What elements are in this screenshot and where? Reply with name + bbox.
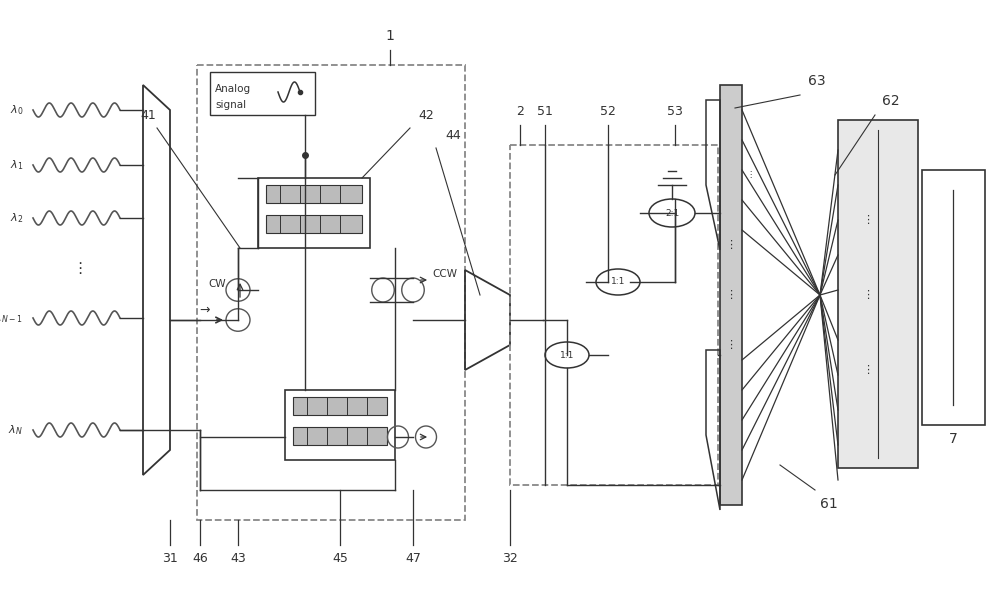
- Text: ⋮: ⋮: [725, 290, 737, 300]
- Text: 61: 61: [820, 497, 838, 511]
- Text: 51: 51: [537, 105, 553, 118]
- Text: ⋮: ⋮: [862, 290, 874, 300]
- Text: 1:1: 1:1: [560, 350, 574, 359]
- Text: ⋮: ⋮: [725, 240, 737, 250]
- Text: 52: 52: [600, 105, 616, 118]
- Bar: [838, 120, 918, 468]
- Text: ⋮: ⋮: [862, 365, 874, 375]
- Text: 47: 47: [405, 552, 421, 565]
- Text: $\lambda_N$: $\lambda_N$: [8, 423, 23, 437]
- Bar: [720, 85, 742, 505]
- Text: ⋮: ⋮: [725, 340, 737, 350]
- Bar: [922, 170, 985, 425]
- Text: ⋮: ⋮: [862, 215, 874, 225]
- Text: 7: 7: [949, 432, 957, 446]
- Text: 42: 42: [418, 109, 434, 122]
- Text: 45: 45: [332, 552, 348, 565]
- Text: CCW: CCW: [432, 269, 457, 279]
- Text: 63: 63: [808, 74, 826, 88]
- Bar: [510, 145, 718, 485]
- Ellipse shape: [596, 269, 640, 295]
- Bar: [210, 72, 315, 115]
- Text: $\lambda_2$: $\lambda_2$: [10, 211, 23, 225]
- Text: 53: 53: [667, 105, 683, 118]
- Text: →: →: [200, 303, 210, 316]
- Text: 32: 32: [502, 552, 518, 565]
- Text: $\lambda_0$: $\lambda_0$: [10, 103, 23, 117]
- Text: 46: 46: [192, 552, 208, 565]
- Text: 41: 41: [140, 109, 156, 122]
- Text: 2: 2: [516, 105, 524, 118]
- Text: 44: 44: [445, 129, 461, 142]
- Text: 1: 1: [386, 29, 394, 43]
- Text: signal: signal: [215, 100, 246, 110]
- Text: 43: 43: [230, 552, 246, 565]
- Text: 31: 31: [162, 552, 178, 565]
- Bar: [285, 390, 395, 460]
- Text: 1:1: 1:1: [611, 277, 625, 287]
- Text: CW: CW: [208, 279, 226, 289]
- Text: ⋮: ⋮: [72, 261, 88, 276]
- Text: 2:1: 2:1: [665, 208, 679, 218]
- Bar: [266, 185, 362, 203]
- Bar: [293, 427, 387, 445]
- Text: Analog: Analog: [215, 84, 251, 94]
- Bar: [197, 65, 465, 520]
- Bar: [293, 397, 387, 415]
- Text: $\lambda_{N-1}$: $\lambda_{N-1}$: [0, 311, 23, 325]
- Text: ⋮: ⋮: [746, 170, 754, 179]
- Ellipse shape: [649, 199, 695, 227]
- Bar: [266, 215, 362, 233]
- Text: $\lambda_1$: $\lambda_1$: [10, 158, 23, 172]
- Bar: [258, 178, 370, 248]
- Text: 62: 62: [882, 94, 900, 108]
- Ellipse shape: [545, 342, 589, 368]
